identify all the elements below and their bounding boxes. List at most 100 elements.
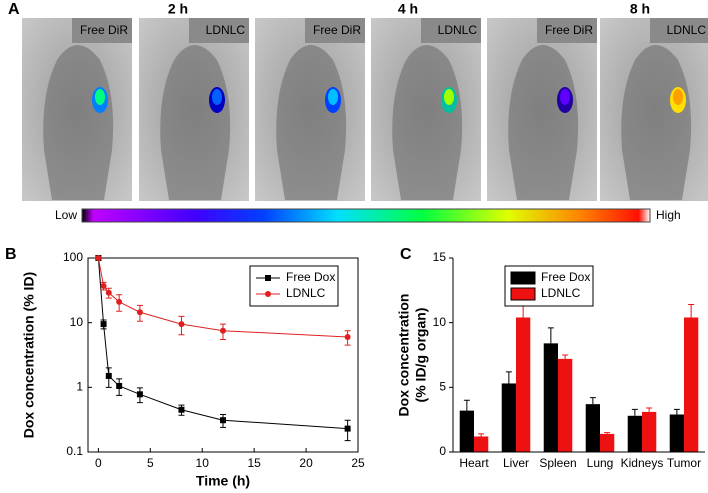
point [105, 372, 112, 379]
bar [474, 436, 489, 452]
image-label: Free DiR [313, 23, 361, 37]
x-tick-label: 15 [247, 456, 261, 470]
x-tick-label: Lung [587, 456, 614, 470]
signal-inner [212, 89, 222, 105]
y-tick-label: 15 [433, 250, 447, 264]
time-label: 2 h [168, 1, 188, 17]
time-label: 8 h [630, 1, 650, 17]
legend-swatch [510, 287, 536, 301]
label-box [305, 18, 365, 43]
colorbar-low: Low [55, 208, 77, 222]
point [136, 391, 143, 398]
mouse-image: LDNLC [139, 18, 249, 201]
image-label: LDNLC [438, 23, 478, 37]
colorbar-high: High [656, 208, 681, 222]
signal-inner [673, 89, 683, 105]
mouse-image: LDNLC [600, 18, 708, 201]
bar [558, 358, 573, 452]
point [95, 255, 102, 261]
bar [684, 317, 699, 452]
x-tick-label: 20 [299, 456, 313, 470]
y-tick-label: 1 [76, 380, 83, 394]
panel-letter: A [8, 1, 20, 18]
x-tick-label: 5 [147, 456, 154, 470]
image-label: Free DiR [545, 23, 593, 37]
error-bar [505, 371, 512, 384]
label-box [72, 18, 132, 43]
signal-inner [95, 89, 105, 105]
bar [600, 433, 615, 452]
error-bar [604, 432, 611, 434]
mouse-image: Free DiR [255, 18, 365, 201]
y-axis-title: Dox concentration (% ID) [21, 272, 37, 438]
y-axis-title: (% ID/g organ) [413, 308, 429, 403]
error-bar [547, 327, 554, 344]
error-bar [562, 354, 569, 359]
point [178, 321, 185, 328]
point [116, 382, 123, 389]
mouse-body [43, 45, 114, 200]
bar [669, 414, 684, 452]
x-tick-label: Heart [459, 456, 489, 470]
point [220, 327, 226, 334]
x-tick-label: 0 [95, 456, 102, 470]
point [116, 298, 123, 305]
error-bar [673, 408, 680, 415]
series-line [97, 257, 348, 430]
label-box [189, 18, 249, 43]
x-tick-label: Spleen [539, 456, 576, 470]
signal-inner [560, 89, 570, 105]
bar [501, 383, 516, 452]
y-tick-label: 0.1 [66, 444, 83, 458]
point [100, 321, 107, 328]
mouse-image: Free DiR [487, 18, 597, 201]
image-label: LDNLC [667, 23, 707, 37]
bar [642, 411, 657, 452]
point [136, 309, 143, 316]
x-axis-title: Time (h) [196, 473, 250, 489]
x-tick-label: 10 [196, 456, 210, 470]
x-tick-label: Tumor [667, 456, 701, 470]
plot-frame [87, 257, 359, 453]
panel-letter: C [400, 246, 412, 263]
point [178, 406, 185, 413]
error-bar [463, 399, 470, 411]
x-tick-label: Kidneys [621, 456, 664, 470]
legend-swatch [510, 271, 536, 285]
colorbar [81, 208, 651, 223]
bar [585, 404, 600, 452]
mouse-body [621, 45, 692, 200]
legend-label: Free Dox [541, 270, 590, 284]
bar [543, 343, 558, 452]
panel-letter: B [5, 246, 17, 263]
mouse-body [392, 45, 463, 200]
mouse-image: LDNLC [371, 18, 481, 201]
label-box [650, 18, 708, 43]
point [344, 425, 351, 432]
bar [516, 317, 531, 452]
legend-label: LDNLC [541, 286, 581, 300]
error-bar [631, 408, 638, 416]
x-tick-label: 25 [351, 456, 365, 470]
y-tick-label: 0 [439, 444, 446, 458]
point [220, 417, 226, 424]
label-box [537, 18, 597, 43]
legend-label: LDNLC [286, 286, 326, 300]
signal-inner [328, 89, 338, 105]
error-bar [688, 304, 695, 318]
bar [459, 410, 474, 452]
legend-box [249, 265, 339, 307]
error-bar [646, 407, 653, 412]
y-tick-label: 10 [70, 315, 84, 329]
point [105, 289, 112, 296]
axes [452, 258, 705, 453]
error-bar [589, 397, 596, 405]
legend-marker [265, 275, 271, 281]
signal-inner [444, 89, 454, 105]
mouse-body [508, 45, 579, 200]
legend-label: Free Dox [286, 270, 335, 284]
y-axis-title: Dox concentration [396, 294, 412, 417]
y-tick-label: 5 [439, 380, 446, 394]
legend-marker [265, 291, 271, 297]
